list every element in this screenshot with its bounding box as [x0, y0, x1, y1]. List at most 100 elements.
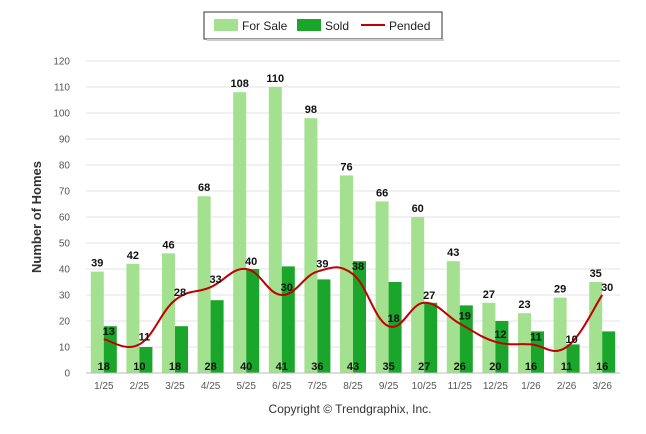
data-label-sold: 18	[98, 361, 110, 373]
legend-shadow	[207, 39, 444, 41]
data-label-for-sale: 43	[447, 247, 459, 259]
legend-label-sold: Sold	[325, 19, 349, 33]
data-label-sold: 26	[454, 361, 466, 373]
data-label-pended: 30	[281, 282, 293, 294]
data-label-for-sale: 23	[518, 299, 530, 311]
data-label-sold: 36	[311, 361, 323, 373]
data-label-for-sale: 66	[376, 187, 388, 199]
data-label-for-sale: 35	[590, 268, 602, 280]
bar-for-sale	[375, 201, 389, 373]
bar-for-sale	[518, 313, 531, 373]
x-tick-label: 4/25	[201, 381, 221, 392]
bar-for-sale	[304, 118, 318, 373]
x-tick-label: 3/25	[165, 381, 185, 392]
x-tick-label: 12/25	[483, 381, 508, 392]
bar-sold	[495, 321, 509, 373]
bar-for-sale	[553, 297, 567, 373]
x-tick-label: 6/25	[272, 381, 292, 392]
data-labels: 39 18 42 10 46 18 68 28 108 40 110 41 98 36 76 43 66 35 60…	[91, 73, 613, 373]
bar-sold	[317, 279, 331, 373]
legend-box	[203, 11, 443, 40]
bar-for-sale	[446, 261, 460, 373]
data-label-pended: 19	[459, 311, 471, 323]
data-label-for-sale: 46	[162, 239, 174, 251]
legend-swatch-sold	[297, 19, 321, 31]
data-label-for-sale: 27	[483, 289, 495, 301]
y-tick-label: 60	[59, 213, 71, 224]
y-tick-label: 0	[64, 369, 70, 380]
data-label-pended: 33	[209, 274, 221, 286]
sold-bars	[103, 261, 616, 373]
y-tick-label: 40	[59, 265, 71, 276]
data-label-sold: 10	[133, 361, 145, 373]
bar-sold	[602, 331, 616, 373]
bar-for-sale	[162, 253, 175, 373]
bar-sold	[459, 305, 473, 373]
legend-swatch-for-sale	[214, 19, 238, 31]
x-tick-label: 2/26	[557, 381, 577, 392]
x-tick-label: 5/25	[236, 381, 256, 392]
data-label-for-sale: 76	[340, 161, 352, 173]
x-tick-label: 9/25	[379, 381, 399, 392]
data-label-pended: 18	[387, 313, 399, 325]
bar-for-sale	[340, 175, 353, 373]
pended-line-path	[103, 266, 604, 352]
data-label-sold: 43	[347, 361, 359, 373]
data-label-sold: 16	[596, 361, 608, 373]
bar-sold	[246, 269, 260, 373]
data-label-pended: 28	[174, 287, 186, 299]
data-label-for-sale: 29	[554, 284, 566, 296]
x-tick-label: 10/25	[412, 381, 437, 392]
y-axis-label: Number of Homes	[29, 161, 44, 273]
x-tick-label: 3/26	[592, 381, 612, 392]
data-label-for-sale: 68	[198, 182, 210, 194]
x-tick-label: 1/26	[521, 381, 541, 392]
data-label-pended: 40	[245, 256, 257, 268]
bar-for-sale	[126, 263, 140, 373]
y-tick-label: 100	[53, 109, 70, 120]
data-label-sold: 27	[418, 361, 430, 373]
bar-sold	[424, 302, 438, 373]
bar-for-sale	[482, 302, 496, 373]
data-label-for-sale: 60	[412, 203, 424, 215]
copyright-credit: Copyright © Trendgraphix, Inc.	[269, 402, 432, 416]
data-label-pended: 13	[103, 326, 115, 338]
data-label-pended: 30	[601, 282, 613, 294]
data-label-pended: 12	[494, 329, 506, 341]
legend-label-pended: Pended	[389, 19, 430, 33]
bar-for-sale	[411, 217, 425, 373]
bar-sold	[531, 331, 544, 373]
bar-sold	[566, 344, 580, 373]
data-label-pended: 27	[423, 290, 435, 302]
data-label-sold: 18	[169, 361, 181, 373]
data-label-pended: 11	[139, 331, 151, 343]
y-tick-label: 110	[54, 83, 70, 94]
data-label-sold: 28	[204, 361, 216, 373]
bar-sold	[139, 347, 153, 373]
x-tick-label: 11/25	[448, 381, 473, 392]
y-tick-label: 90	[59, 135, 71, 146]
data-label-sold: 20	[489, 361, 501, 373]
bar-for-sale	[589, 282, 603, 373]
data-label-pended: 39	[316, 259, 328, 271]
y-tick-label: 120	[53, 57, 70, 68]
data-label-for-sale: 39	[91, 258, 103, 270]
bar-for-sale	[90, 271, 104, 373]
x-tick-label: 1/25	[94, 381, 114, 392]
legend: For Sale Sold Pended	[203, 11, 444, 41]
x-axis-ticks: 1/25 2/25 3/25 4/25 5/25 6/25 7/25 8/25 9/25 10/2…	[94, 381, 612, 392]
data-label-sold: 41	[276, 361, 288, 373]
data-label-pended: 38	[352, 261, 364, 273]
data-label-pended: 11	[530, 331, 542, 343]
y-tick-label: 10	[59, 343, 71, 354]
y-tick-label: 70	[59, 187, 71, 198]
bar-for-sale	[197, 196, 211, 373]
y-tick-label: 50	[59, 239, 71, 250]
data-label-sold: 35	[382, 361, 394, 373]
x-tick-label: 2/25	[130, 381, 150, 392]
for-sale-bars	[90, 87, 603, 373]
data-label-for-sale: 110	[266, 73, 284, 85]
bar-sold	[103, 326, 117, 373]
bar-sold	[353, 261, 366, 373]
